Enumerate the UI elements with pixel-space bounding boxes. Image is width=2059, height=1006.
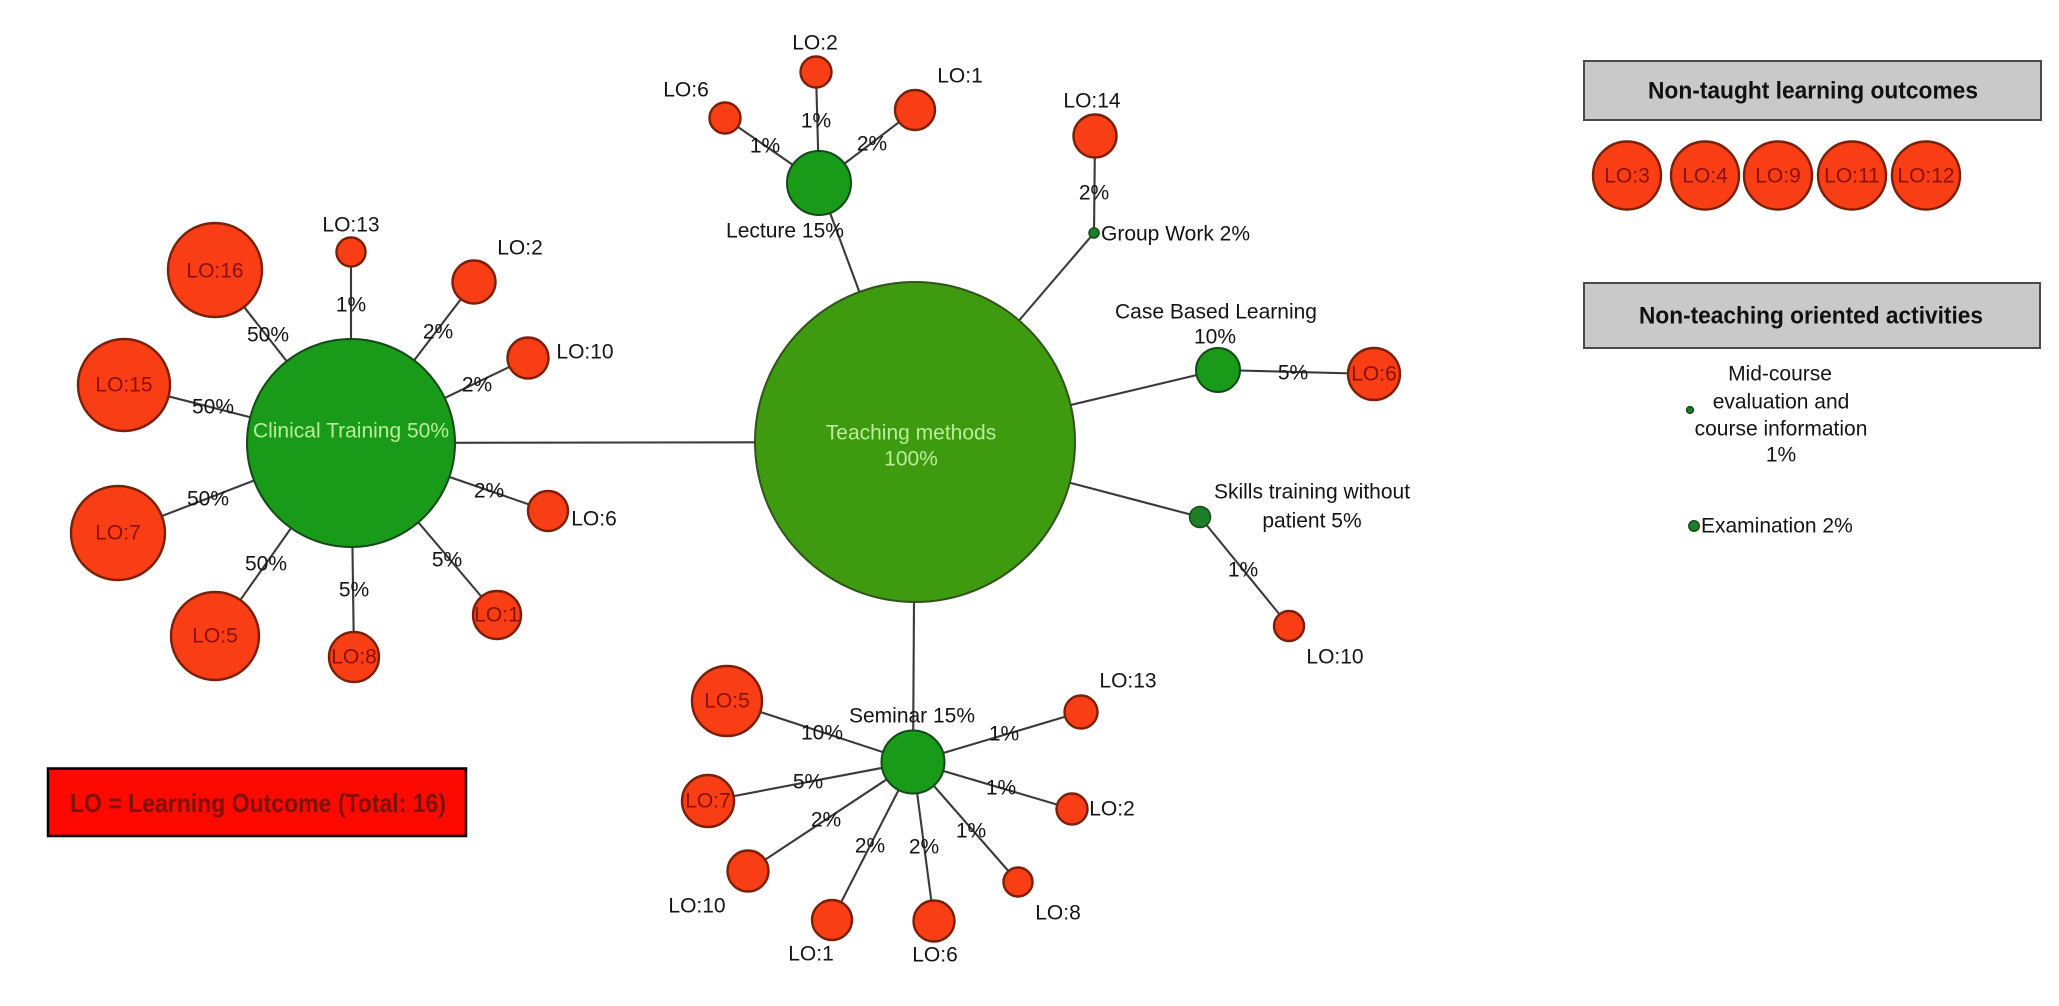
svg-text:50%: 50% xyxy=(192,396,234,419)
svg-text:50%: 50% xyxy=(245,553,287,576)
svg-text:2%: 2% xyxy=(423,321,453,344)
svg-text:Mid-course: Mid-course xyxy=(1728,363,1832,386)
svg-text:1%: 1% xyxy=(801,110,831,133)
svg-text:course information: course information xyxy=(1695,418,1868,441)
svg-text:LO:10: LO:10 xyxy=(668,895,725,918)
svg-text:2%: 2% xyxy=(1079,182,1109,205)
svg-text:LO:1: LO:1 xyxy=(474,604,520,627)
svg-text:LO:7: LO:7 xyxy=(685,790,731,813)
svg-text:LO:5: LO:5 xyxy=(192,625,238,648)
svg-text:patient 5%: patient 5% xyxy=(1262,510,1361,533)
svg-text:Non-teaching oriented activiti: Non-teaching oriented activities xyxy=(1639,303,1983,330)
svg-text:1%: 1% xyxy=(336,294,366,317)
svg-text:5%: 5% xyxy=(432,549,462,572)
svg-text:LO:6: LO:6 xyxy=(663,79,709,102)
svg-text:1%: 1% xyxy=(986,777,1016,800)
svg-text:2%: 2% xyxy=(462,374,492,397)
svg-text:LO:3: LO:3 xyxy=(1604,165,1650,188)
svg-text:Seminar 15%: Seminar 15% xyxy=(849,705,975,728)
svg-text:LO:6: LO:6 xyxy=(1351,363,1397,386)
svg-text:evaluation and: evaluation and xyxy=(1713,391,1850,414)
svg-text:Group Work 2%: Group Work 2% xyxy=(1101,223,1250,246)
svg-text:2%: 2% xyxy=(855,835,885,858)
svg-text:Lecture 15%: Lecture 15% xyxy=(726,220,844,243)
svg-text:1%: 1% xyxy=(956,820,986,843)
svg-text:LO:14: LO:14 xyxy=(1063,90,1121,113)
svg-text:50%: 50% xyxy=(247,324,289,347)
svg-text:2%: 2% xyxy=(857,133,887,156)
svg-text:10%: 10% xyxy=(1194,326,1236,349)
svg-text:LO:13: LO:13 xyxy=(322,214,379,237)
svg-text:LO:8: LO:8 xyxy=(1035,902,1081,925)
svg-text:Skills training without: Skills training without xyxy=(1214,481,1410,504)
svg-text:50%: 50% xyxy=(187,488,229,511)
svg-text:LO:2: LO:2 xyxy=(792,32,838,55)
svg-text:1%: 1% xyxy=(1766,444,1796,467)
svg-text:LO:13: LO:13 xyxy=(1099,670,1156,693)
svg-text:LO:2: LO:2 xyxy=(1089,798,1135,821)
svg-text:LO:10: LO:10 xyxy=(556,341,613,364)
svg-text:LO:15: LO:15 xyxy=(95,374,152,397)
svg-text:LO:6: LO:6 xyxy=(571,508,617,531)
svg-text:Examination 2%: Examination 2% xyxy=(1701,515,1853,538)
svg-text:100%: 100% xyxy=(884,448,938,471)
svg-text:LO:16: LO:16 xyxy=(186,260,243,283)
svg-text:LO:10: LO:10 xyxy=(1306,646,1363,669)
svg-text:LO:7: LO:7 xyxy=(95,522,141,545)
svg-text:LO:6: LO:6 xyxy=(912,944,958,967)
svg-text:LO:5: LO:5 xyxy=(704,690,750,713)
svg-text:Clinical Training 50%: Clinical Training 50% xyxy=(253,420,449,443)
svg-text:Non-taught learning outcomes: Non-taught learning outcomes xyxy=(1648,78,1978,105)
svg-text:2%: 2% xyxy=(811,809,841,832)
svg-text:LO:1: LO:1 xyxy=(937,65,983,88)
svg-text:1%: 1% xyxy=(750,135,780,158)
svg-text:Case Based Learning: Case Based Learning xyxy=(1115,301,1317,324)
svg-text:LO = Learning Outcome (Total:: LO = Learning Outcome (Total: 16) xyxy=(70,788,446,818)
svg-text:LO:4: LO:4 xyxy=(1682,165,1728,188)
svg-text:5%: 5% xyxy=(793,771,823,794)
svg-text:LO:2: LO:2 xyxy=(497,237,543,260)
svg-text:2%: 2% xyxy=(474,480,504,503)
svg-text:LO:1: LO:1 xyxy=(788,943,834,966)
svg-text:Teaching methods: Teaching methods xyxy=(826,422,996,445)
svg-text:1%: 1% xyxy=(989,723,1019,746)
svg-text:5%: 5% xyxy=(1278,362,1308,385)
svg-text:1%: 1% xyxy=(1228,559,1258,582)
svg-text:LO:8: LO:8 xyxy=(331,646,377,669)
svg-text:LO:12: LO:12 xyxy=(1897,165,1954,188)
svg-text:LO:9: LO:9 xyxy=(1755,165,1801,188)
svg-text:2%: 2% xyxy=(909,836,939,859)
svg-text:LO:11: LO:11 xyxy=(1824,165,1880,188)
svg-text:5%: 5% xyxy=(339,579,369,602)
svg-text:10%: 10% xyxy=(801,722,843,745)
